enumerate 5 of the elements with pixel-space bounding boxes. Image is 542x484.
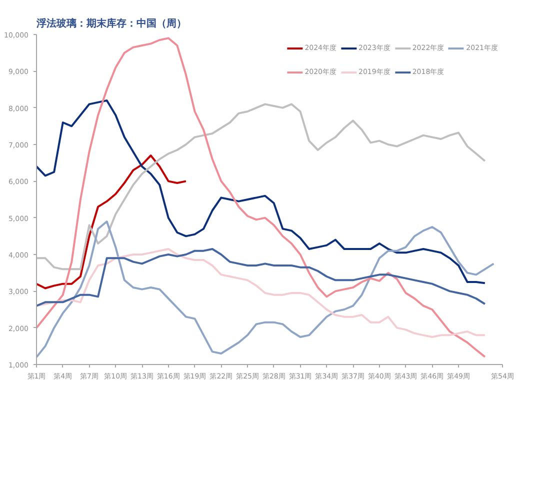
line-series xyxy=(36,220,495,358)
line-series xyxy=(36,248,486,338)
chart-title: 浮法玻璃：期末库存：中国（周） xyxy=(36,18,186,30)
line-series xyxy=(36,248,486,307)
line-series xyxy=(36,154,187,290)
